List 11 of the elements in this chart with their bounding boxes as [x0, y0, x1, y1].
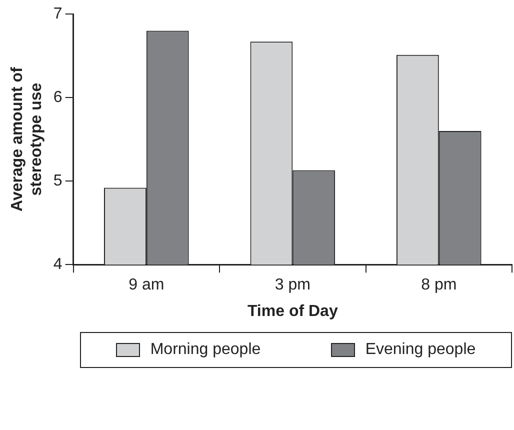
x-tick-label: 9 am: [128, 276, 164, 294]
x-tick-label: 8 pm: [421, 276, 457, 294]
y-tick-label: 7: [53, 5, 62, 22]
legend-label: Morning people: [150, 341, 261, 359]
y-tick-label: 4: [53, 256, 62, 274]
legend-label: Evening people: [365, 341, 476, 359]
y-tick-label: 6: [53, 88, 62, 106]
y-axis-title: Average amount of stereotype use: [9, 66, 46, 212]
y-tick-label: 5: [53, 172, 62, 190]
x-tick-label: 3 pm: [274, 276, 310, 294]
x-axis-title: Time of Day: [247, 302, 338, 320]
